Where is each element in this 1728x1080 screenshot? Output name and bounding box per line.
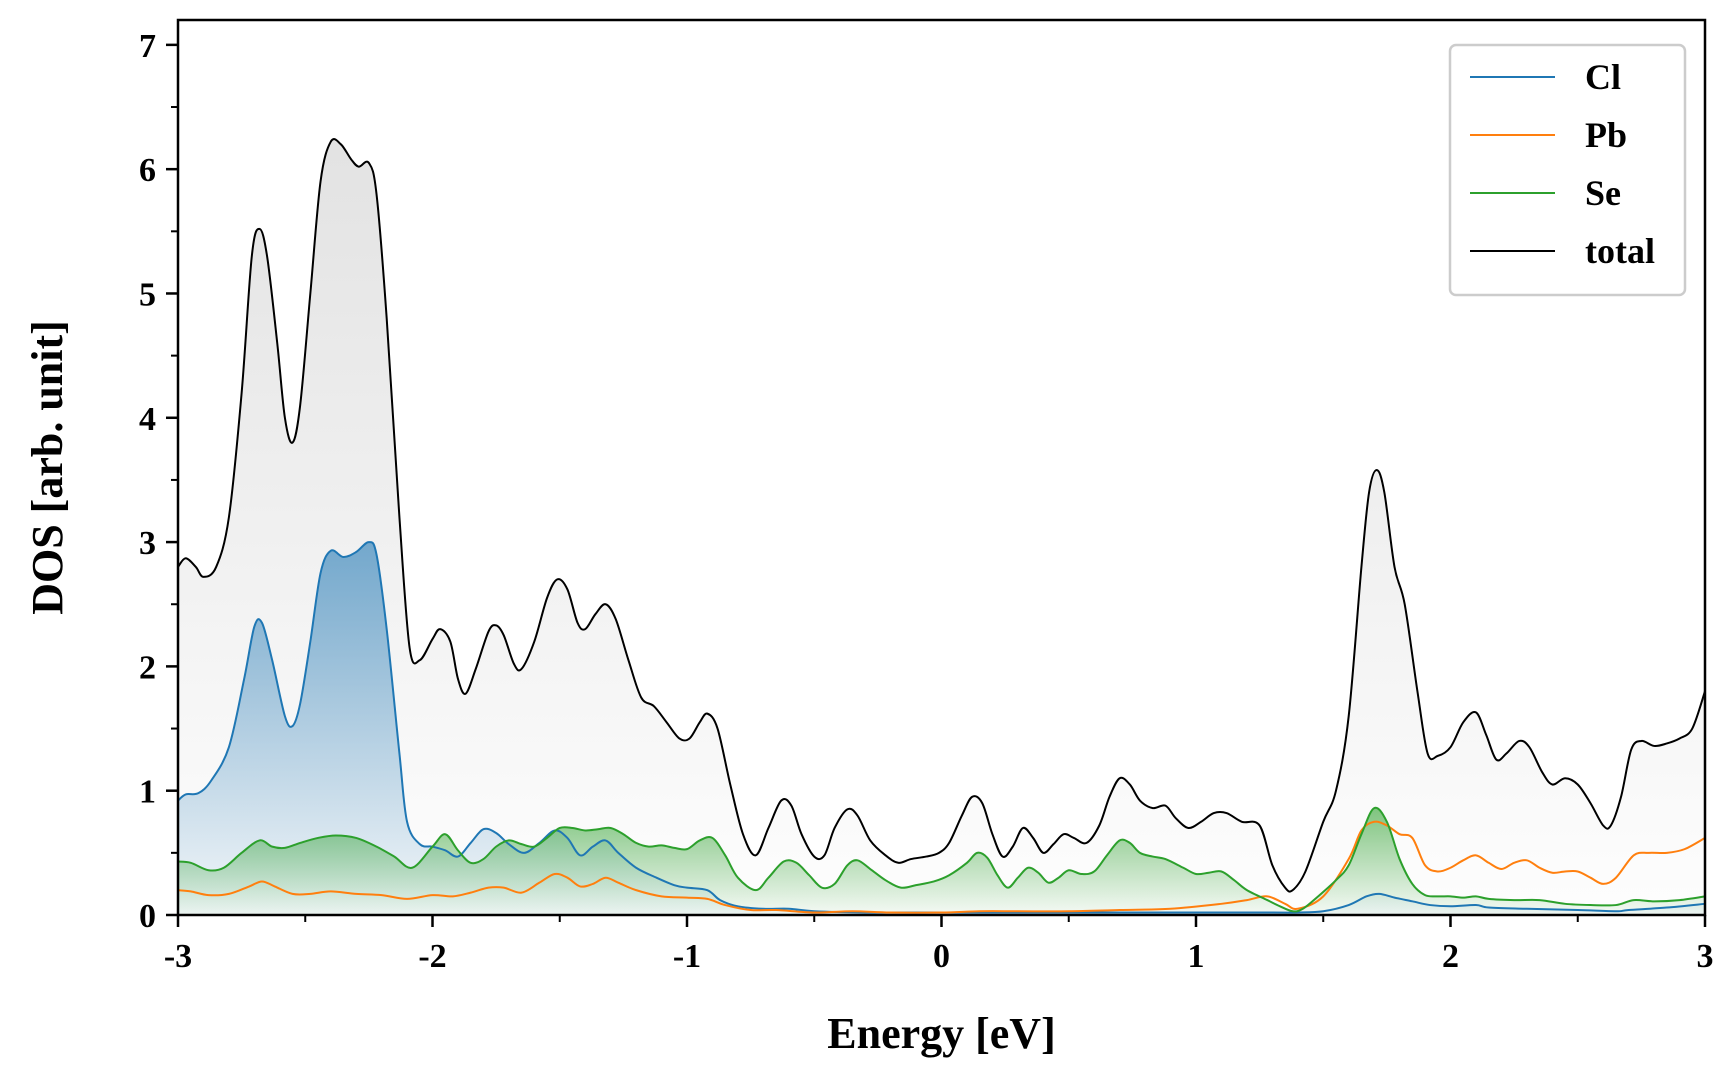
x-tick-label: 3: [1697, 938, 1714, 975]
legend-label-pb: Pb: [1585, 115, 1627, 155]
y-tick-label: 6: [139, 152, 156, 189]
y-tick-label: 5: [139, 276, 156, 313]
series-fill-total: [178, 139, 1705, 916]
y-tick-label: 0: [139, 898, 156, 935]
x-tick-label: 0: [933, 938, 950, 975]
series-fill-layer: [178, 139, 1705, 916]
y-tick-label: 1: [139, 774, 156, 811]
x-tick-label: 2: [1442, 938, 1459, 975]
y-tick-label: 2: [139, 649, 156, 686]
legend-label-se: Se: [1585, 173, 1621, 213]
series-fill-se: [178, 807, 1705, 915]
y-tick-label: 3: [139, 525, 156, 562]
series-line-se: [177, 806, 1706, 913]
legend-box: [1448, 43, 1687, 297]
x-tick-label: 1: [1188, 938, 1205, 975]
axes: -3 -2 -1 0 1 2 3 0 1 2 3 4 5 6 7: [139, 18, 1714, 975]
y-tick-label: 4: [139, 401, 156, 438]
series-line-cl: [177, 541, 1706, 914]
legend: Cl Pb Se total: [1448, 43, 1687, 297]
series-line-layer: [177, 138, 1706, 914]
x-tick-label: -3: [164, 938, 192, 975]
x-tick-label: -2: [418, 938, 446, 975]
x-tick-label: -1: [673, 938, 701, 975]
series-line-total: [177, 138, 1706, 893]
y-axis-title: DOS [arb. unit]: [23, 320, 72, 615]
legend-label-total: total: [1585, 231, 1655, 271]
x-axis-title: Energy [eV]: [827, 1009, 1056, 1058]
series-line-pb: [177, 820, 1706, 914]
y-tick-label: 7: [139, 28, 156, 65]
legend-label-cl: Cl: [1585, 57, 1621, 97]
